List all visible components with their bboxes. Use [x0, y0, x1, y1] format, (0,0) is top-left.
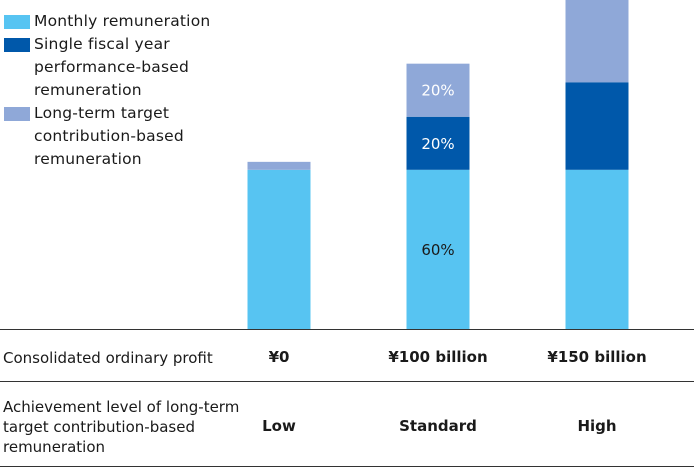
profit-row-label: Consolidated ordinary profit: [3, 349, 213, 367]
achievement-row-label: Achievement level of long-term target co…: [3, 398, 240, 456]
stacked-bar-chart: 60% 20% 20%: [247, 0, 629, 329]
bar-segment-long-term-target-contribution-based-remuneration-2: [565, 0, 629, 83]
legend-label-single-fiscal: Single fiscal year performance-based rem…: [34, 35, 190, 99]
legend-item-single-fiscal: Single fiscal year performance-based rem…: [4, 33, 210, 102]
bar-segment-monthly-remuneration-1: [406, 169, 470, 329]
bar-segment-single-fiscal-year-performance-based-remuneration-2: [565, 82, 629, 170]
table-bottom-rule: [0, 466, 694, 467]
achievement-value-standard: Standard: [399, 417, 477, 435]
profit-value-high: ¥150 billion: [547, 348, 647, 366]
achievement-value-low: Low: [262, 417, 296, 435]
legend-label-monthly: Monthly remuneration: [34, 12, 211, 30]
table-divider: [0, 381, 694, 382]
chart-legend: Monthly remuneration Single fiscal year …: [4, 10, 210, 171]
bar-segment-long-term-target-contribution-based-remuneration-1: [406, 63, 470, 117]
legend-item-monthly: Monthly remuneration: [4, 10, 210, 33]
legend-swatch-single-fiscal: [4, 38, 30, 52]
legend-item-long-term: Long-term target contribution-based remu…: [4, 102, 210, 171]
data-label-monthly-remuneration-1: 60%: [421, 241, 454, 259]
legend-label-long-term: Long-term target contribution-based remu…: [34, 104, 184, 168]
legend-swatch-monthly: [4, 15, 30, 29]
bar-segment-long-term-target-contribution-based-remuneration-0: [247, 161, 311, 170]
profit-value-standard: ¥100 billion: [388, 348, 488, 366]
bar-segment-monthly-remuneration-0: [247, 169, 311, 329]
data-label-single-fiscal-year-performance-based-remuneration-1: 20%: [421, 135, 454, 153]
bar-segment-monthly-remuneration-2: [565, 169, 629, 329]
legend-swatch-long-term: [4, 107, 30, 121]
data-label-long-term-target-contribution-based-remuneration-1: 20%: [421, 82, 454, 100]
baseline-rule: [0, 329, 694, 330]
bar-segment-single-fiscal-year-performance-based-remuneration-1: [406, 116, 470, 170]
profit-value-low: ¥0: [268, 348, 290, 366]
achievement-value-high: High: [577, 417, 617, 435]
